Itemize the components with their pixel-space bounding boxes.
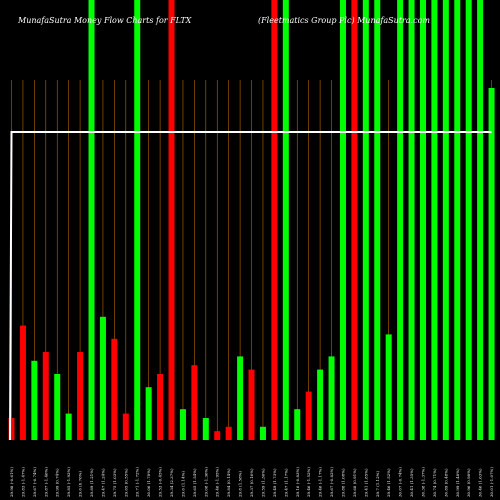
x-tick-label: 29.7 (1.12%) xyxy=(375,471,380,497)
bar xyxy=(488,88,495,440)
x-tick-labels: 29.98 (-0.61%) 29.83 (-1.47%) 29.67 (-0.74… xyxy=(9,467,494,497)
x-tick-label: 29.16 (-0.83%) xyxy=(295,467,300,497)
x-tick-label: 29.6 (0.76%) xyxy=(78,471,83,497)
bar xyxy=(65,413,72,440)
x-tick-label: 29.84 (0.14%) xyxy=(226,468,231,497)
bar xyxy=(157,374,164,440)
x-tick-label: 29.65 (0.55%) xyxy=(123,468,128,497)
bar xyxy=(202,418,209,440)
bar xyxy=(397,0,404,440)
x-tick-label: 29.67 (-0.82%) xyxy=(329,467,334,497)
bar xyxy=(168,0,175,440)
bar xyxy=(477,0,484,440)
x-tick-label: 29.08 (-1.36%) xyxy=(203,467,208,497)
x-tick-label: 29.49 (1.73%) xyxy=(272,468,277,497)
x-tick-label: 29.98 (-0.61%) xyxy=(9,467,14,497)
x-tick-label: 30.74 (0.71%) xyxy=(432,468,437,497)
bar xyxy=(419,0,426,440)
bar xyxy=(179,409,186,440)
x-tick-label: 30.06 (1.78%) xyxy=(146,468,151,497)
money-flow-line xyxy=(9,131,492,441)
bar xyxy=(145,387,152,440)
x-tick-label: 29.67 (-0.74%) xyxy=(32,467,37,497)
x-tick-label: 30.38 (-1.37%) xyxy=(420,467,425,497)
x-tick-label: 29.68 (0.91%) xyxy=(352,468,357,497)
bar xyxy=(431,0,438,440)
x-tick-label: 29.87 (-1.46%) xyxy=(43,467,48,497)
bar xyxy=(191,365,198,440)
bar xyxy=(374,0,381,440)
bar xyxy=(294,409,301,440)
x-tick-label: 29.85 (-1.92%) xyxy=(66,467,71,497)
bar xyxy=(317,369,324,440)
x-tick-label: 29.37 (0.16%) xyxy=(249,468,254,497)
x-tick-label: 30.07 (-0.74%) xyxy=(398,467,403,497)
bar xyxy=(408,0,415,440)
bar xyxy=(54,374,61,440)
x-tick-label: 29.59 (1.36%) xyxy=(260,468,265,497)
x-tick-label: 29.53 (-0.45%) xyxy=(158,467,163,497)
x-tick-label: 30.46 (1.63%) xyxy=(478,468,483,497)
x-tick-label: 29.47 (1.17%) xyxy=(283,468,288,497)
x-tick-label: 29.6 (1.14%) xyxy=(180,471,185,497)
bar xyxy=(248,369,255,440)
bar xyxy=(271,0,278,440)
x-tick-label: 30.89 (0.48%) xyxy=(443,468,448,497)
bar xyxy=(282,0,289,440)
bar xyxy=(385,334,392,440)
bar xyxy=(134,0,141,440)
bar xyxy=(42,352,49,440)
x-tick-label: 30.01 (-1.07%) xyxy=(489,467,494,497)
x-tick-label: 29.46 (-1.17%) xyxy=(318,467,323,497)
bar xyxy=(214,431,221,440)
x-tick-label: 29.99 (0.74%) xyxy=(55,468,60,497)
bar xyxy=(111,338,118,440)
x-tick-label: 29.65 (1.54%) xyxy=(192,468,197,497)
x-tick-label: 29.34 (2.37%) xyxy=(169,468,174,497)
x-tick-label: 30.41 (1.35%) xyxy=(409,468,414,497)
x-tick-label: 29.47 (1.24%) xyxy=(100,468,105,497)
bar xyxy=(122,413,129,440)
bar xyxy=(31,360,38,440)
x-tick-label: 30.96 (0.98%) xyxy=(466,468,471,497)
bar xyxy=(465,0,472,440)
bar xyxy=(77,352,84,440)
x-tick-label: 29.88 (1.08%) xyxy=(340,468,345,497)
x-tick-label: 30.99 (1.48%) xyxy=(455,468,460,497)
bar xyxy=(88,0,95,440)
bar xyxy=(99,316,106,440)
x-tick-label: 29.46 (-1.95%) xyxy=(215,467,220,497)
x-tick-label: 29.46 (-1.52%) xyxy=(306,467,311,497)
x-tick-label: 29.89 (1.21%) xyxy=(89,468,94,497)
bars xyxy=(8,0,495,440)
bar xyxy=(259,426,266,440)
x-tick-label: 29.8 (1.58%) xyxy=(238,471,243,497)
chart-title-left: MunafaSutra Money Flow Charts for FLTX xyxy=(17,16,192,25)
bar xyxy=(362,0,369,440)
bar xyxy=(339,0,346,440)
x-tick-label: 29.83 (-1.47%) xyxy=(20,467,25,497)
bar xyxy=(305,391,312,440)
bar xyxy=(225,426,232,440)
bar xyxy=(328,356,335,440)
x-tick-label: 29.41 (1.85%) xyxy=(363,468,368,497)
x-tick-label: 29.71 (-1.72%) xyxy=(135,467,140,497)
bar xyxy=(454,0,461,440)
bar xyxy=(237,356,244,440)
bar xyxy=(442,0,449,440)
x-tick-label: 29.46 (1.52%) xyxy=(386,468,391,497)
bar xyxy=(19,325,26,440)
bar xyxy=(8,418,15,440)
bar xyxy=(351,0,358,440)
chart-title-right: (Fleetmatics Group Plc) MunafaSutra.com xyxy=(258,16,430,25)
x-tick-label: 29.75 (1.03%) xyxy=(112,468,117,497)
